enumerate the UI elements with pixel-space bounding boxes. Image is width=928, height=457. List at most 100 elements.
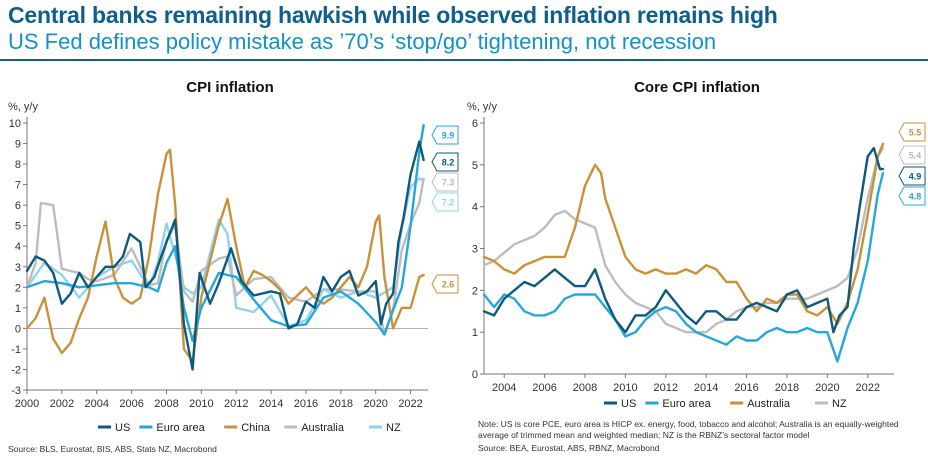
end-label-value: 5.4	[909, 151, 922, 161]
end-label-nz: 5.4	[898, 145, 926, 165]
end-label-box	[898, 186, 926, 206]
end-label-box	[898, 166, 926, 186]
end-label-us: 4.9	[898, 166, 926, 186]
end-label-box	[898, 122, 926, 142]
legend-item-us: US	[604, 398, 636, 410]
x-tick-label: 2016	[294, 398, 318, 410]
legend-label: NZ	[386, 422, 401, 434]
end-label-value: 9.9	[442, 131, 455, 141]
legend-label: Australia	[747, 398, 791, 410]
x-tick-label: 2014	[694, 382, 718, 394]
chart-title: CPI inflation	[186, 79, 274, 96]
y-tick-label: 0	[472, 369, 478, 381]
end-label-value: 7.2	[442, 198, 455, 208]
legend-label: US	[115, 422, 130, 434]
y-tick-label: 1	[472, 327, 478, 339]
x-tick-label: 2006	[119, 398, 143, 410]
y-tick-label: -2	[11, 364, 21, 376]
x-tick-label: 2008	[573, 382, 597, 394]
series-line-euro-area	[25, 123, 425, 342]
legend-label: Australia	[301, 422, 345, 434]
end-label-nz: 7.2	[431, 192, 459, 212]
chart-note-line: Note: US is core PCE, euro area is HICP …	[478, 419, 899, 429]
end-label-value: 7.3	[442, 178, 455, 188]
legend-item-australia: Australia	[730, 398, 791, 410]
x-tick-label: 2020	[363, 398, 387, 410]
y-tick-label: 2	[472, 285, 478, 297]
x-tick-label: 2010	[189, 398, 213, 410]
x-tick-label: 2022	[856, 382, 880, 394]
y-axis-unit: %, y/y	[467, 101, 497, 113]
x-tick-label: 2016	[734, 382, 758, 394]
legend-item-nz: NZ	[815, 398, 847, 410]
legend-item-china: China	[224, 422, 271, 434]
series-line-nz	[482, 146, 885, 334]
legend-item-euro-area: Euro area	[139, 422, 206, 434]
series-line-nz	[25, 177, 425, 328]
y-tick-label: 4	[472, 202, 478, 214]
x-tick-label: 2004	[84, 398, 108, 410]
x-tick-label: 2022	[398, 398, 422, 410]
end-label-australia: 7.3	[431, 172, 459, 192]
end-label-box	[431, 172, 459, 192]
end-label-value: 8.2	[442, 158, 455, 168]
x-tick-label: 2006	[532, 382, 556, 394]
end-label-value: 4.8	[909, 192, 922, 202]
legend-item-euro-area: Euro area	[645, 398, 712, 410]
end-label-china: 2.6	[431, 274, 459, 294]
y-axis-unit: %, y/y	[8, 101, 38, 113]
end-label-box	[431, 152, 459, 172]
series-line-us	[482, 146, 885, 334]
x-tick-label: 2020	[815, 382, 839, 394]
end-label-australia: 5.5	[898, 122, 926, 142]
x-tick-label: 2018	[329, 398, 353, 410]
y-tick-label: -3	[11, 385, 21, 397]
x-tick-label: 2012	[224, 398, 248, 410]
end-label-value: 4.9	[909, 172, 922, 182]
end-label-box	[431, 274, 459, 294]
chart-source: Source: BEA, Eurostat, ABS, RBNZ, Macrob…	[478, 443, 660, 453]
chart-source: Source: BLS, Eurostat, BIS, ABS, Stats N…	[8, 444, 217, 454]
y-tick-label: -1	[11, 344, 21, 356]
chart-note-line: average of trimmed mean and weighted med…	[478, 430, 810, 440]
y-tick-label: 3	[472, 244, 478, 256]
page-subtitle: US Fed defines policy mistake as ’70’s ‘…	[8, 29, 717, 54]
header-divider	[0, 59, 928, 61]
core-cpi-inflation-chart: Core CPI inflation %, y/y 0 1 2 3 4 5 6 2004 2006 2…	[467, 79, 926, 453]
chart-title: Core CPI inflation	[634, 79, 760, 96]
y-tick-label: 2	[15, 282, 21, 294]
y-tick-label: 1	[15, 303, 21, 315]
end-label-box	[431, 125, 459, 145]
x-tick-label: 2004	[492, 382, 516, 394]
y-tick-label: 10	[9, 118, 21, 130]
series-line-australia	[482, 142, 885, 325]
y-tick-label: 9	[15, 139, 21, 151]
end-label-euro-area: 4.8	[898, 186, 926, 206]
page-title: Central banks remaining hawkish while ob…	[8, 2, 778, 28]
x-tick-label: 2002	[50, 398, 74, 410]
y-tick-label: 7	[15, 180, 21, 192]
x-tick-label: 2014	[259, 398, 283, 410]
y-tick-label: 6	[15, 200, 21, 212]
legend-label: China	[241, 422, 271, 434]
y-tick-label: 8	[15, 159, 21, 171]
legend-item-australia: Australia	[284, 422, 345, 434]
legend-label: NZ	[832, 398, 847, 410]
series-line-us	[25, 140, 425, 371]
end-label-value: 5.5	[909, 128, 922, 138]
x-tick-label: 2018	[775, 382, 799, 394]
y-tick-label: 3	[15, 262, 21, 274]
end-label-value: 2.6	[442, 280, 455, 290]
y-tick-label: 4	[15, 241, 21, 253]
end-label-us: 8.2	[431, 152, 459, 172]
legend-item-us: US	[98, 422, 130, 434]
x-tick-label: 2010	[613, 382, 637, 394]
y-tick-label: 5	[15, 221, 21, 233]
end-label-box	[898, 145, 926, 165]
cpi-inflation-chart: CPI inflation %, y/y -3 -2 -1 0 1 2 3 4 5 6 7 8 9 10 200…	[8, 79, 459, 454]
x-tick-label: 2008	[154, 398, 178, 410]
y-tick-label: 0	[15, 323, 21, 335]
x-tick-label: 2012	[654, 382, 678, 394]
legend-label: Euro area	[156, 422, 205, 434]
legend-label: US	[621, 398, 636, 410]
